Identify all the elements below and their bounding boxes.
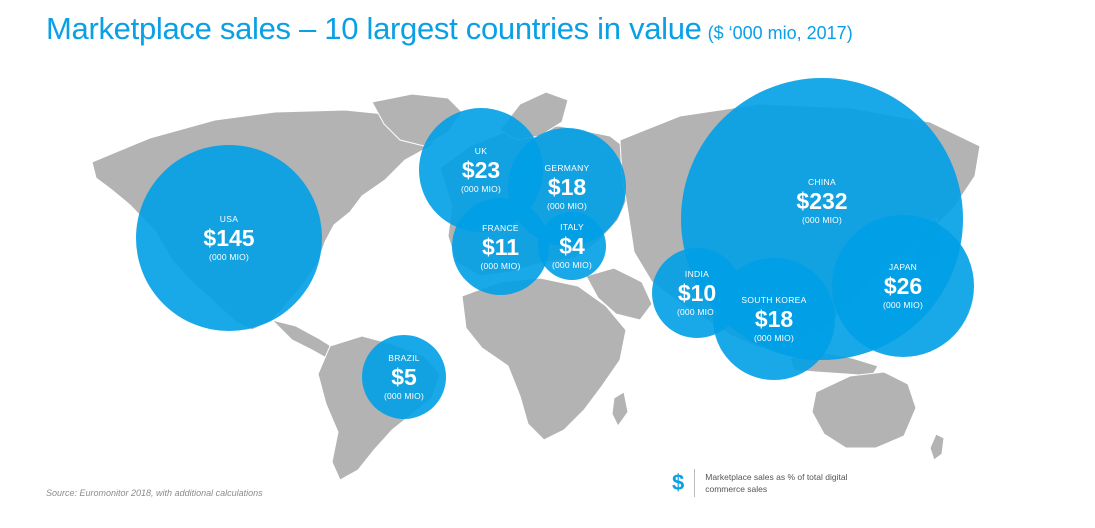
country-unit: (000 MIO)	[208, 252, 250, 262]
africa-landmass	[461, 277, 627, 441]
bubble-south-korea: SOUTH KOREA $18 (000 MIO)	[713, 258, 835, 380]
country-unit: (000 MIO)	[551, 260, 593, 270]
chart-title: Marketplace sales – 10 largest countries…	[46, 10, 853, 47]
country-name: GERMANY	[544, 163, 590, 173]
country-name: UK	[474, 146, 488, 156]
bubble-usa: USA $145 (000 MIO)	[136, 145, 322, 331]
legend: $ Marketplace sales as % of total digita…	[672, 469, 855, 497]
country-name: SOUTH KOREA	[741, 295, 807, 305]
country-value: $26	[883, 273, 923, 299]
country-value: $4	[559, 233, 585, 259]
madagascar-landmass	[611, 391, 629, 427]
title-main: Marketplace sales – 10 largest countries…	[46, 11, 702, 46]
country-value: $18	[547, 174, 587, 200]
country-unit: (000 MIO)	[753, 333, 795, 343]
bubble-france: FRANCE $11 (000 MIO)	[452, 198, 549, 295]
country-unit: (000 MIO)	[383, 391, 425, 401]
country-name: INDIA	[684, 269, 710, 279]
country-value: $23	[461, 157, 501, 183]
new-zealand-landmass	[929, 433, 945, 461]
country-value: $145	[203, 225, 255, 251]
country-name: ITALY	[560, 222, 584, 232]
country-name: USA	[219, 214, 239, 224]
country-unit: (000 MIO)	[480, 260, 521, 271]
country-unit: (000 MIO)	[546, 201, 588, 211]
bubble-brazil: BRAZIL $5 (000 MIO)	[362, 335, 446, 419]
bubble-italy: ITALY $4 (000 MIO)	[538, 212, 606, 280]
country-value: $10	[677, 280, 717, 306]
title-subtitle: ($ ‘000 mio, 2017)	[707, 23, 853, 43]
country-name: BRAZIL	[388, 353, 420, 363]
arabia-landmass	[585, 267, 653, 321]
country-value: $5	[391, 364, 417, 390]
dollar-icon: $	[672, 469, 696, 497]
country-unit: (000 MIO)	[882, 300, 924, 310]
source-note: Source: Euromonitor 2018, with additiona…	[46, 488, 263, 498]
country-unit: (000 MIO)	[676, 307, 718, 317]
country-unit: (000 MIO)	[460, 184, 502, 194]
country-value: $11	[481, 233, 520, 260]
country-unit: (000 MIO)	[801, 215, 843, 225]
legend-text: Marketplace sales as % of total digital …	[705, 472, 848, 494]
country-name: CHINA	[808, 177, 836, 187]
country-value: $232	[796, 188, 848, 214]
country-value: $18	[754, 306, 794, 332]
country-name: FRANCE	[482, 222, 519, 233]
australia-landmass	[811, 371, 917, 449]
country-name: JAPAN	[888, 262, 918, 272]
bubble-japan: JAPAN $26 (000 MIO)	[832, 215, 974, 357]
